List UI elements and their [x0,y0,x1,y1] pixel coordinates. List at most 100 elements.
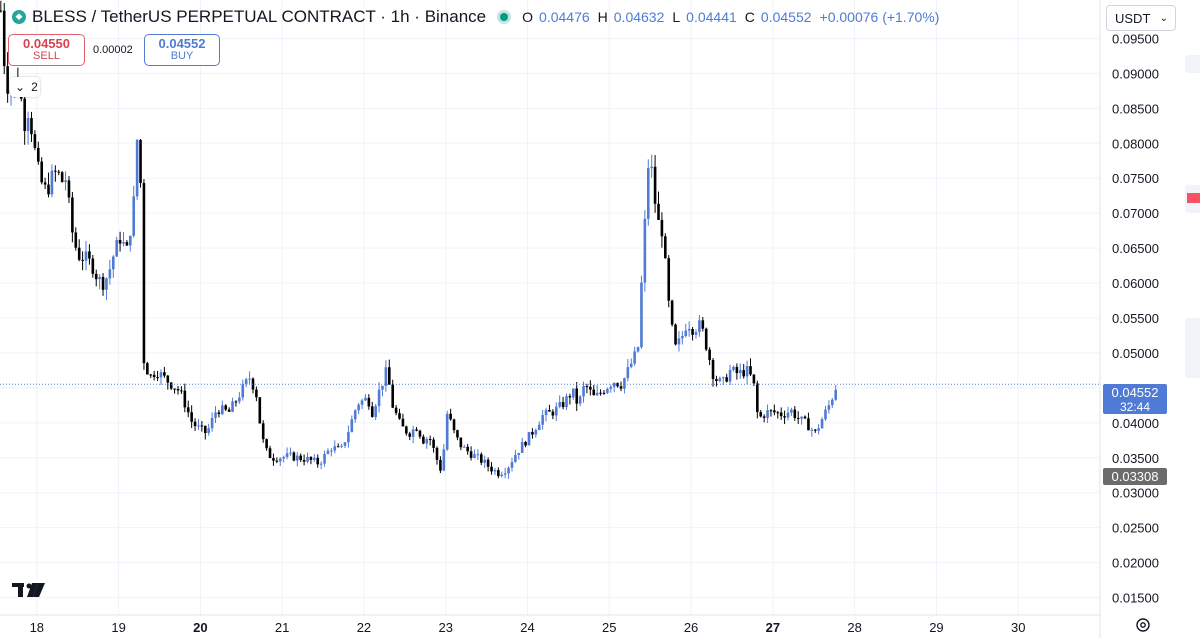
price-axis: 0.01500 0.02000 0.02500 0.03000 0.03500 0.040… [1099,0,1159,638]
time-tick-label: 18 [30,620,44,635]
close-label: C [744,9,755,25]
candle-body [234,401,238,403]
candle-body [704,328,708,350]
candle-body [374,406,377,417]
candle-body [572,388,575,398]
candle-body [824,409,827,420]
candle-body [476,454,480,456]
candle-body [524,442,527,446]
candle-body [146,363,149,375]
candle-body [670,300,674,325]
candle-body [629,363,633,368]
candle-body [793,409,797,418]
candle-body [657,203,660,220]
candle-body [599,392,602,394]
candle-body [776,412,780,414]
candle-body [510,462,514,468]
candle-body [139,139,142,183]
low-label: L [672,9,681,25]
candle-body [50,170,54,195]
candle-body [132,196,136,236]
time-axis: 18 19 20 21 22 23 24 25 26 27 28 29 30 [0,614,1100,635]
candle-body [711,359,715,380]
candle-body [289,452,292,454]
candle-body [152,374,156,378]
candle-body [125,242,129,246]
candle-body [268,448,272,459]
candle-body [60,172,64,183]
time-tick-label: 25 [602,620,616,635]
settings-gear-icon[interactable] [1135,617,1151,633]
candle-body [786,412,790,418]
candle-body [585,386,589,388]
buy-button[interactable]: 0.04552 BUY [144,34,220,66]
sell-button[interactable]: 0.04550 SELL [8,34,85,66]
symbol-title[interactable]: BLESS / TetherUS PERPETUAL CONTRACT · 1h… [32,7,487,26]
high-value: 0.04632 [613,9,665,25]
alert-flag-icon[interactable] [1187,193,1200,203]
candle-body [227,409,231,412]
candle-body [57,171,61,173]
candle-body [432,439,435,448]
sell-label: SELL [33,50,60,62]
candle-body [118,239,122,244]
candle-body [309,456,313,460]
candle-body [193,421,197,427]
side-panel-tab[interactable] [1185,318,1200,378]
candle-body [186,407,190,413]
chart-legend: ◆ BLESS / TetherUS PERPETUAL CONTRACT · … [0,0,1000,34]
buy-price: 0.04552 [158,36,206,51]
candle-body [592,389,596,396]
candle-body [30,118,33,135]
candle-body [183,390,187,408]
time-tick-label: 29 [929,620,943,635]
candle-body [101,276,105,290]
candle-body [135,139,139,197]
price-tick-label: 0.03000 [1112,486,1159,501]
candle-body [37,147,40,162]
currency-select[interactable]: USDT ⌄ [1106,5,1176,31]
candle-body [278,458,282,462]
price-change: +0.00076 (+1.70%) [819,9,940,25]
chart-grid [0,0,1100,615]
candle-body [64,180,67,183]
candle-body [462,446,466,448]
candle-body [381,385,384,390]
candle-body [503,473,507,475]
candle-body [176,388,180,391]
candle-body [258,397,262,424]
candle-body [640,282,643,348]
candle-body [105,278,108,290]
candle-body [316,457,320,465]
price-tick-label: 0.06500 [1112,241,1159,256]
candle-body [333,446,337,451]
candle-body [715,379,718,382]
candle-body [469,451,473,458]
candle-body [551,411,555,416]
candle-body [681,335,684,339]
candle-body [708,349,711,360]
chevron-down-icon: ⌄ [1159,13,1168,24]
candle-body [773,410,776,413]
candle-body [391,384,395,408]
time-tick-label: 20 [193,620,207,635]
candle-body [517,452,521,455]
candle-body [803,416,807,419]
candle-body [725,377,728,382]
indicators-toggle-button[interactable]: ⌄ 2 [10,77,40,97]
side-panel-tab[interactable] [1185,55,1200,73]
candle-body [500,474,504,477]
candle-body [684,330,688,336]
candle-body [674,324,677,345]
candle-body [568,396,572,398]
time-tick-label: 24 [520,620,534,635]
candle-body [111,256,115,270]
high-label: H [597,9,608,25]
candle-body [411,429,415,437]
candle-body [486,459,490,467]
tradingview-logo-icon [12,583,45,597]
candle-body [255,389,258,398]
candle-body [796,417,800,419]
time-tick-label: 22 [357,620,371,635]
